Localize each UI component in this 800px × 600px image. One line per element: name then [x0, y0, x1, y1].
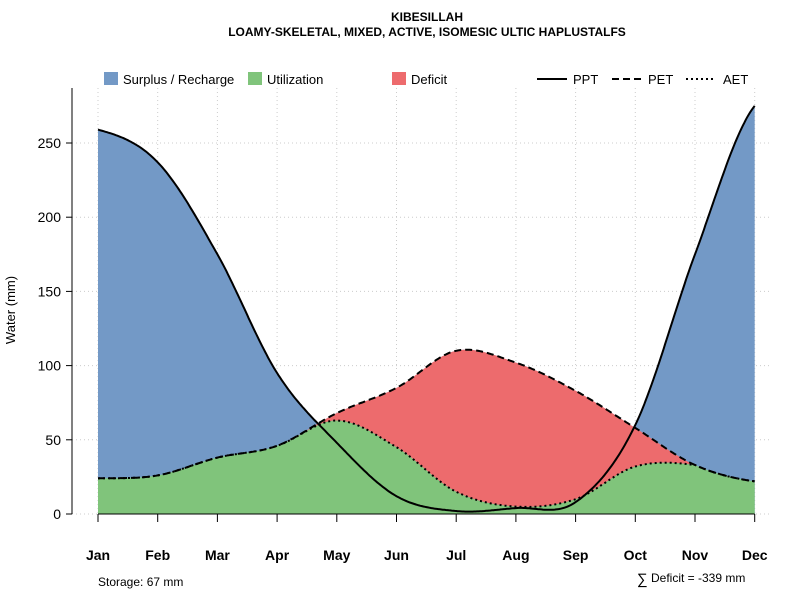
chart-subtitle: LOAMY-SKELETAL, MIXED, ACTIVE, ISOMESIC … — [228, 25, 626, 39]
legend-pet-label: PET — [648, 72, 673, 87]
x-tick-label: Jul — [446, 547, 466, 563]
y-tick-label: 150 — [38, 283, 62, 299]
legend-utilization-label: Utilization — [267, 72, 323, 87]
x-tick-label: Apr — [265, 547, 290, 563]
legend: Surplus / Recharge Utilization Deficit P… — [104, 72, 748, 87]
sum-symbol-icon: ∑ — [637, 571, 648, 588]
pet-line — [97, 348, 755, 483]
x-tick-label: Aug — [502, 547, 529, 563]
legend-ppt-label: PPT — [573, 72, 598, 87]
legend-utilization-swatch — [248, 72, 262, 85]
x-tick-label: Sep — [563, 547, 589, 563]
x-tick-label: Feb — [145, 547, 170, 563]
storage-annotation: Storage: 67 mm — [98, 575, 183, 589]
y-tick-label: 200 — [38, 209, 62, 225]
legend-aet-label: AET — [723, 72, 748, 87]
y-tick-label: 250 — [38, 135, 62, 151]
deficit-area — [98, 349, 755, 507]
y-axis-label: Water (mm) — [3, 276, 18, 344]
y-tick-label: 50 — [45, 432, 61, 448]
y-tick-label: 0 — [53, 506, 61, 522]
legend-deficit-label: Deficit — [411, 72, 448, 87]
legend-surplus-swatch — [104, 72, 118, 85]
x-tick-label: Mar — [205, 547, 230, 563]
chart-title: KIBESILLAH — [391, 10, 463, 24]
legend-deficit-swatch — [392, 72, 406, 85]
x-tick-label: Oct — [624, 547, 648, 563]
legend-surplus-label: Surplus / Recharge — [123, 72, 234, 87]
x-tick-label: May — [323, 547, 350, 563]
x-tick-label: Nov — [682, 547, 709, 563]
utilization-area — [98, 420, 755, 514]
deficit-annotation: Deficit = -339 mm — [651, 571, 745, 585]
x-tick-label: Jan — [86, 547, 110, 563]
plot-area: 0 50 100 150 200 250 Jan Feb Mar Apr May Jun Jul Aug S… — [38, 88, 772, 563]
x-tick-label: Jun — [384, 547, 409, 563]
x-tick-label: Dec — [742, 547, 768, 563]
y-tick-label: 100 — [38, 358, 62, 374]
ppt-line — [97, 105, 756, 513]
